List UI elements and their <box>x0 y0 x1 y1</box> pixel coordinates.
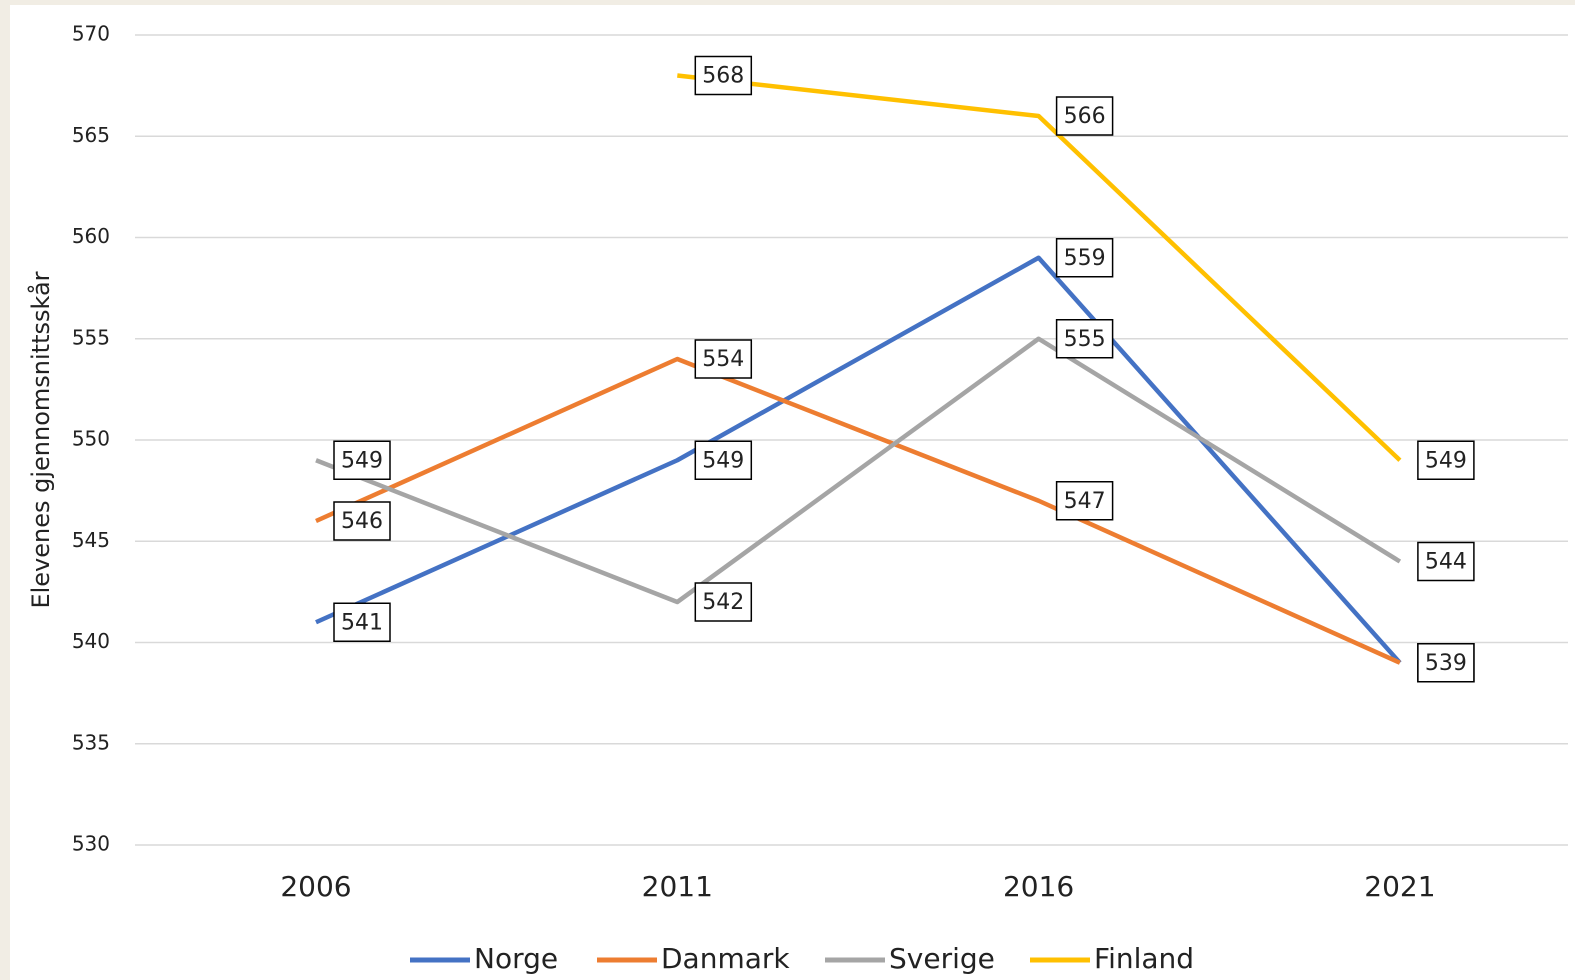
chart-background <box>10 5 1575 980</box>
data-label-box <box>333 440 391 480</box>
data-label-box <box>1055 481 1114 521</box>
series-line <box>677 73 1402 462</box>
data-label: 541 <box>341 610 383 635</box>
data-label-box <box>694 582 753 622</box>
x-tick-label: 2016 <box>1003 870 1074 903</box>
data-label: 539 <box>1425 651 1467 676</box>
data-label-box <box>1055 238 1114 278</box>
y-tick-label: 540 <box>72 629 110 653</box>
data-label: 566 <box>1064 104 1106 129</box>
data-label-box <box>333 602 391 642</box>
data-label: 549 <box>702 448 744 473</box>
data-label-box <box>1417 440 1475 480</box>
legend-label: Sverige <box>889 942 995 975</box>
y-tick-label: 550 <box>72 427 110 451</box>
y-tick-label: 555 <box>72 325 110 349</box>
data-label-box <box>1417 541 1475 582</box>
data-label-box <box>333 501 391 541</box>
y-axis-label: Elevenes gjennomsnittsskår <box>26 271 55 608</box>
y-tick-label: 570 <box>72 22 110 46</box>
series-line <box>315 336 1402 605</box>
data-label: 554 <box>702 347 744 372</box>
data-label-box <box>694 440 753 480</box>
data-label: 542 <box>702 590 744 615</box>
data-label: 568 <box>702 64 744 89</box>
legend-label: Danmark <box>661 942 790 975</box>
data-label: 549 <box>1425 448 1467 473</box>
series-line <box>315 255 1402 665</box>
x-tick-label: 2011 <box>642 870 713 903</box>
legend-label: Norge <box>474 942 558 975</box>
data-label: 546 <box>341 509 383 534</box>
data-label-box <box>694 55 753 96</box>
y-tick-label: 560 <box>72 224 110 248</box>
data-label: 544 <box>1425 550 1467 575</box>
y-tick-label: 535 <box>72 730 110 754</box>
y-tick-label: 565 <box>72 123 110 147</box>
x-tick-label: 2006 <box>280 870 351 903</box>
x-tick-label: 2021 <box>1364 870 1435 903</box>
data-label: 559 <box>1064 246 1106 271</box>
y-tick-label: 530 <box>72 832 110 856</box>
data-label-box <box>1055 319 1114 359</box>
data-label: 555 <box>1064 327 1106 352</box>
data-label-box <box>694 339 753 379</box>
y-tick-label: 545 <box>72 528 110 552</box>
legend-label: Finland <box>1094 942 1194 975</box>
data-label-box <box>1417 643 1475 683</box>
data-label: 549 <box>341 448 383 473</box>
data-label: 547 <box>1064 489 1106 514</box>
data-label-box <box>1055 96 1114 136</box>
series-line <box>315 356 1401 665</box>
